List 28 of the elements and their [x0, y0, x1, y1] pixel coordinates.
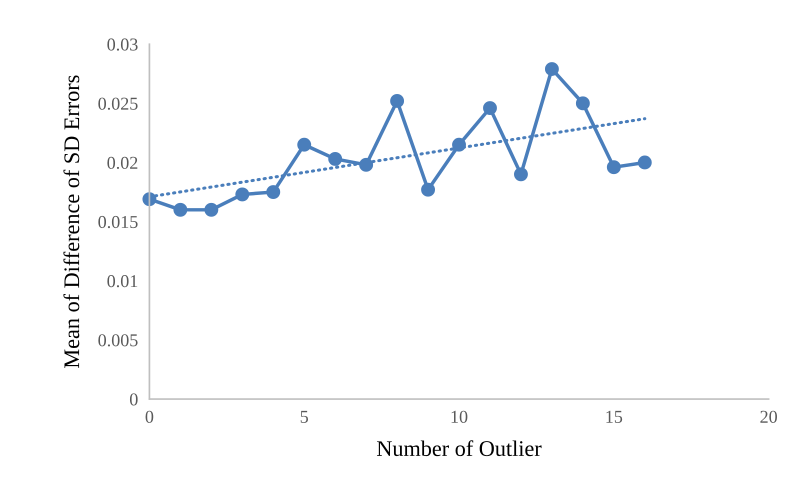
y-tick-label: 0 — [130, 393, 138, 406]
point — [483, 101, 497, 116]
x-tick-label: 20 — [760, 410, 777, 423]
point — [638, 156, 652, 170]
y-tick-label: 0.025 — [98, 98, 138, 110]
point — [606, 160, 621, 174]
point — [235, 187, 250, 202]
point — [514, 167, 528, 182]
y-tick-label: 0.03 — [107, 38, 138, 51]
x-tick-label: 15 — [606, 410, 622, 423]
x-axis-title: Number of Outlier — [376, 440, 542, 456]
point — [390, 94, 404, 108]
y-tick-label: 0.015 — [98, 216, 138, 228]
x-tick-label: 10 — [452, 410, 468, 423]
point — [421, 182, 436, 197]
point — [297, 138, 312, 152]
y-tick-label: 0.01 — [107, 275, 138, 288]
y-tick-label: 0.02 — [107, 156, 138, 169]
point — [266, 185, 280, 199]
x-tick-label: 5 — [300, 410, 308, 423]
point — [204, 202, 218, 217]
point — [544, 62, 559, 76]
point — [576, 96, 590, 110]
point — [173, 202, 188, 217]
y-axis-title: Mean of Difference of SD Errors — [63, 75, 80, 368]
x-tick-label: 0 — [146, 410, 154, 423]
point — [328, 152, 342, 166]
y-tick-label: 0.005 — [98, 334, 138, 346]
